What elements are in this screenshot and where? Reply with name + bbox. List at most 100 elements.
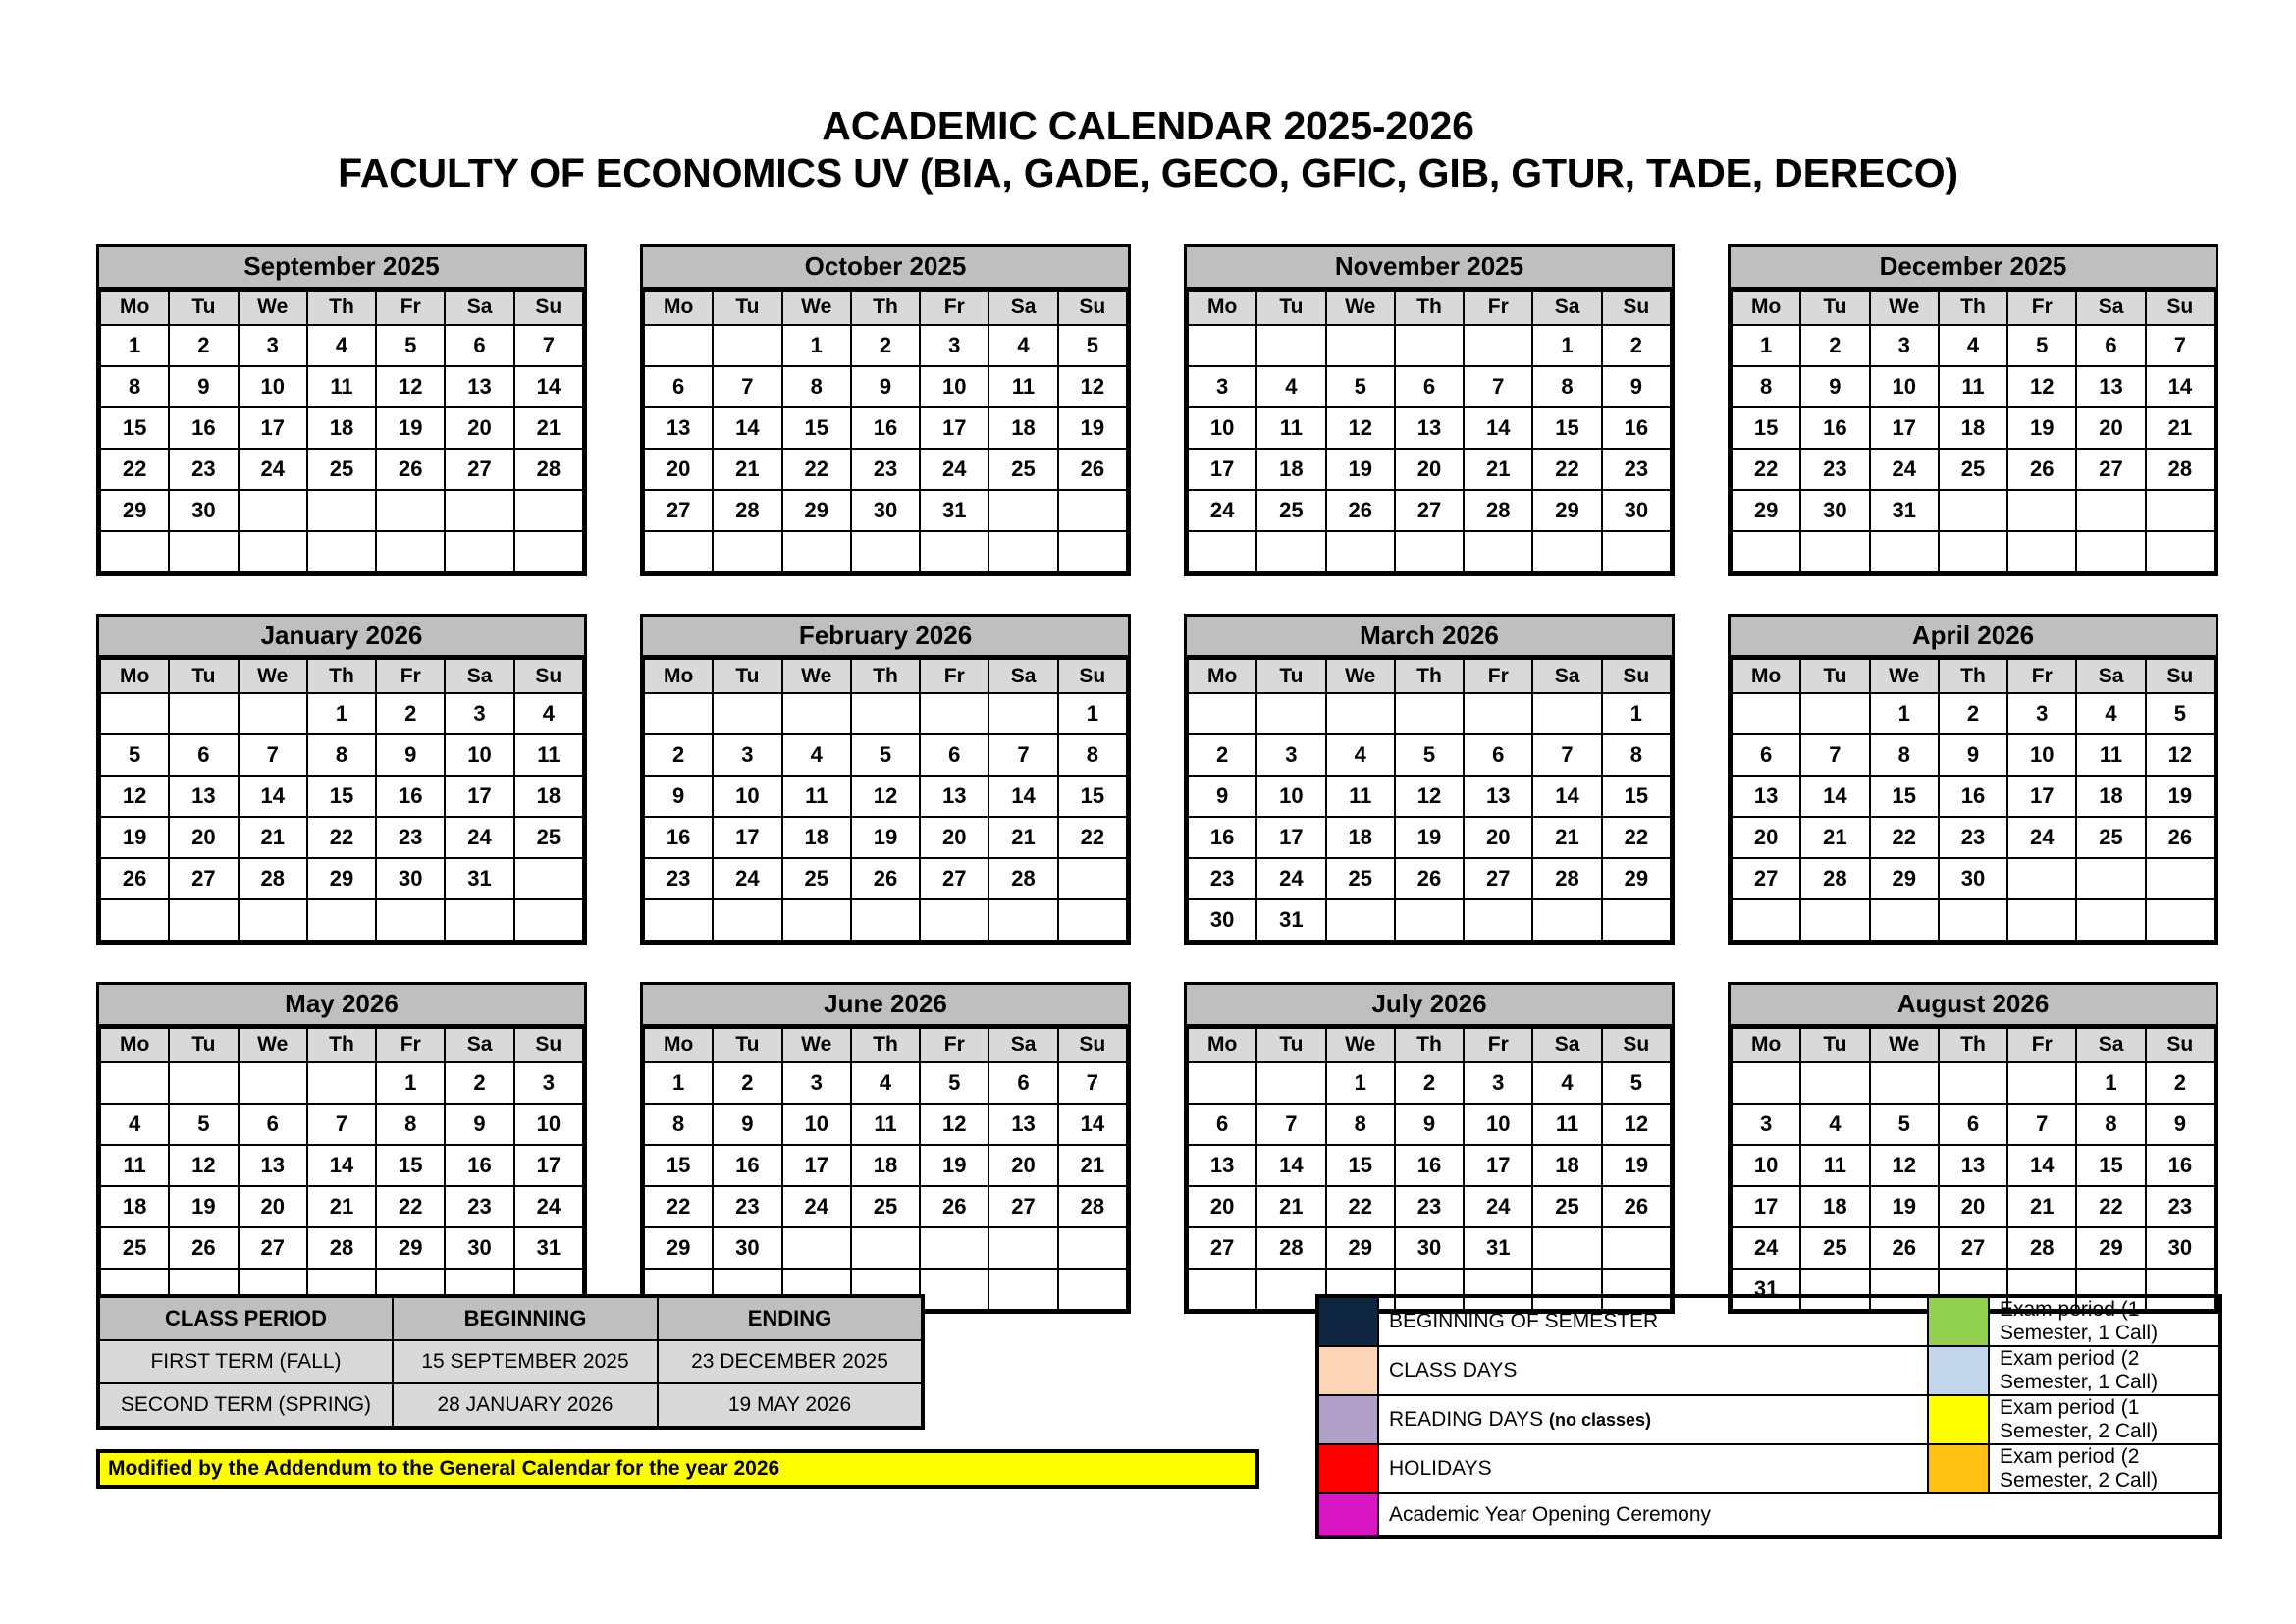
day-cell[interactable]: 29 (1730, 488, 1802, 532)
day-cell[interactable]: 22 (2075, 1184, 2147, 1228)
day-cell[interactable]: 3 (444, 692, 515, 736)
day-cell[interactable]: 18 (1324, 816, 1396, 860)
day-cell[interactable]: 10 (237, 364, 308, 408)
day-cell[interactable]: 24 (512, 1184, 585, 1228)
day-cell[interactable]: 3 (2006, 692, 2078, 736)
day-cell[interactable]: 5 (2006, 323, 2078, 367)
day-cell[interactable]: 11 (1799, 1143, 1871, 1187)
day-cell[interactable]: 22 (1730, 447, 1802, 491)
day-cell[interactable]: 20 (168, 816, 240, 860)
day-cell[interactable]: 30 (849, 488, 922, 532)
day-cell[interactable]: 21 (305, 1184, 378, 1228)
day-cell[interactable]: 2 (1393, 1060, 1466, 1105)
day-cell[interactable]: 12 (1600, 1102, 1673, 1146)
day-cell[interactable]: 7 (712, 364, 783, 408)
day-cell[interactable]: 20 (237, 1184, 308, 1228)
day-cell[interactable]: 5 (2144, 692, 2216, 736)
day-cell[interactable]: 3 (1186, 364, 1258, 408)
day-cell[interactable]: 17 (2006, 775, 2078, 819)
day-cell[interactable]: 15 (1868, 775, 1940, 819)
day-cell[interactable]: 16 (2144, 1143, 2216, 1187)
day-cell[interactable]: 10 (1868, 364, 1940, 408)
day-cell[interactable]: 18 (305, 406, 378, 450)
day-cell[interactable]: 20 (2075, 406, 2147, 450)
day-cell[interactable]: 18 (1799, 1184, 1871, 1228)
day-cell[interactable]: 1 (98, 323, 171, 367)
day-cell[interactable]: 26 (1868, 1225, 1940, 1270)
day-cell[interactable]: 25 (780, 857, 852, 901)
day-cell[interactable]: 27 (1186, 1225, 1258, 1270)
day-cell[interactable]: 29 (780, 488, 852, 532)
day-cell[interactable]: 27 (1730, 857, 1802, 901)
day-cell[interactable]: 15 (1730, 406, 1802, 450)
day-cell[interactable]: 22 (1868, 816, 1940, 860)
day-cell[interactable]: 1 (305, 692, 378, 736)
day-cell[interactable]: 11 (1531, 1102, 1603, 1146)
day-cell[interactable]: 1 (642, 1060, 715, 1105)
day-cell[interactable]: 2 (1600, 323, 1673, 367)
day-cell[interactable]: 30 (2144, 1225, 2216, 1270)
day-cell[interactable]: 19 (849, 816, 922, 860)
day-cell[interactable]: 13 (1937, 1143, 2009, 1187)
day-cell[interactable]: 11 (780, 775, 852, 819)
day-cell[interactable]: 16 (375, 775, 447, 819)
day-cell[interactable]: 27 (168, 857, 240, 901)
day-cell[interactable]: 2 (849, 323, 922, 367)
day-cell[interactable]: 5 (1600, 1060, 1673, 1105)
day-cell[interactable]: 2 (168, 323, 240, 367)
day-cell[interactable]: 15 (98, 406, 171, 450)
day-cell[interactable]: 19 (1324, 447, 1396, 491)
day-cell[interactable]: 29 (1324, 1225, 1396, 1270)
day-cell[interactable]: 25 (512, 816, 585, 860)
day-cell[interactable]: 3 (919, 323, 990, 367)
day-cell[interactable]: 12 (1324, 406, 1396, 450)
day-cell[interactable]: 8 (375, 1102, 447, 1146)
day-cell[interactable]: 28 (305, 1225, 378, 1270)
day-cell[interactable]: 12 (1393, 775, 1466, 819)
day-cell[interactable]: 12 (919, 1102, 990, 1146)
day-cell[interactable]: 4 (98, 1102, 171, 1146)
day-cell[interactable]: 25 (1799, 1225, 1871, 1270)
day-cell[interactable]: 7 (1463, 364, 1534, 408)
day-cell[interactable]: 19 (375, 406, 447, 450)
day-cell[interactable]: 23 (375, 816, 447, 860)
day-cell[interactable]: 9 (712, 1102, 783, 1146)
day-cell[interactable]: 1 (780, 323, 852, 367)
day-cell[interactable]: 17 (1255, 816, 1327, 860)
day-cell[interactable]: 6 (1186, 1102, 1258, 1146)
day-cell[interactable]: 21 (988, 816, 1059, 860)
day-cell[interactable]: 14 (305, 1143, 378, 1187)
day-cell[interactable]: 7 (1255, 1102, 1327, 1146)
day-cell[interactable]: 12 (849, 775, 922, 819)
day-cell[interactable]: 9 (1937, 733, 2009, 778)
day-cell[interactable]: 15 (305, 775, 378, 819)
day-cell[interactable]: 3 (780, 1060, 852, 1105)
day-cell[interactable]: 31 (1868, 488, 1940, 532)
day-cell[interactable]: 8 (98, 364, 171, 408)
day-cell[interactable]: 21 (1255, 1184, 1327, 1228)
day-cell[interactable]: 23 (1937, 816, 2009, 860)
day-cell[interactable]: 17 (1868, 406, 1940, 450)
day-cell[interactable]: 26 (1600, 1184, 1673, 1228)
day-cell[interactable]: 9 (849, 364, 922, 408)
day-cell[interactable]: 14 (1255, 1143, 1327, 1187)
day-cell[interactable]: 14 (712, 406, 783, 450)
day-cell[interactable]: 11 (2075, 733, 2147, 778)
day-cell[interactable]: 17 (1186, 447, 1258, 491)
day-cell[interactable]: 7 (988, 733, 1059, 778)
day-cell[interactable]: 30 (375, 857, 447, 901)
day-cell[interactable]: 9 (1186, 775, 1258, 819)
day-cell[interactable]: 6 (919, 733, 990, 778)
day-cell[interactable]: 3 (237, 323, 308, 367)
day-cell[interactable]: 18 (1937, 406, 2009, 450)
day-cell[interactable]: 24 (1730, 1225, 1802, 1270)
day-cell[interactable]: 29 (375, 1225, 447, 1270)
day-cell[interactable]: 6 (237, 1102, 308, 1146)
day-cell[interactable]: 12 (168, 1143, 240, 1187)
day-cell[interactable]: 29 (1868, 857, 1940, 901)
day-cell[interactable]: 16 (444, 1143, 515, 1187)
day-cell[interactable]: 24 (237, 447, 308, 491)
day-cell[interactable]: 27 (988, 1184, 1059, 1228)
day-cell[interactable]: 13 (1393, 406, 1466, 450)
day-cell[interactable]: 20 (919, 816, 990, 860)
